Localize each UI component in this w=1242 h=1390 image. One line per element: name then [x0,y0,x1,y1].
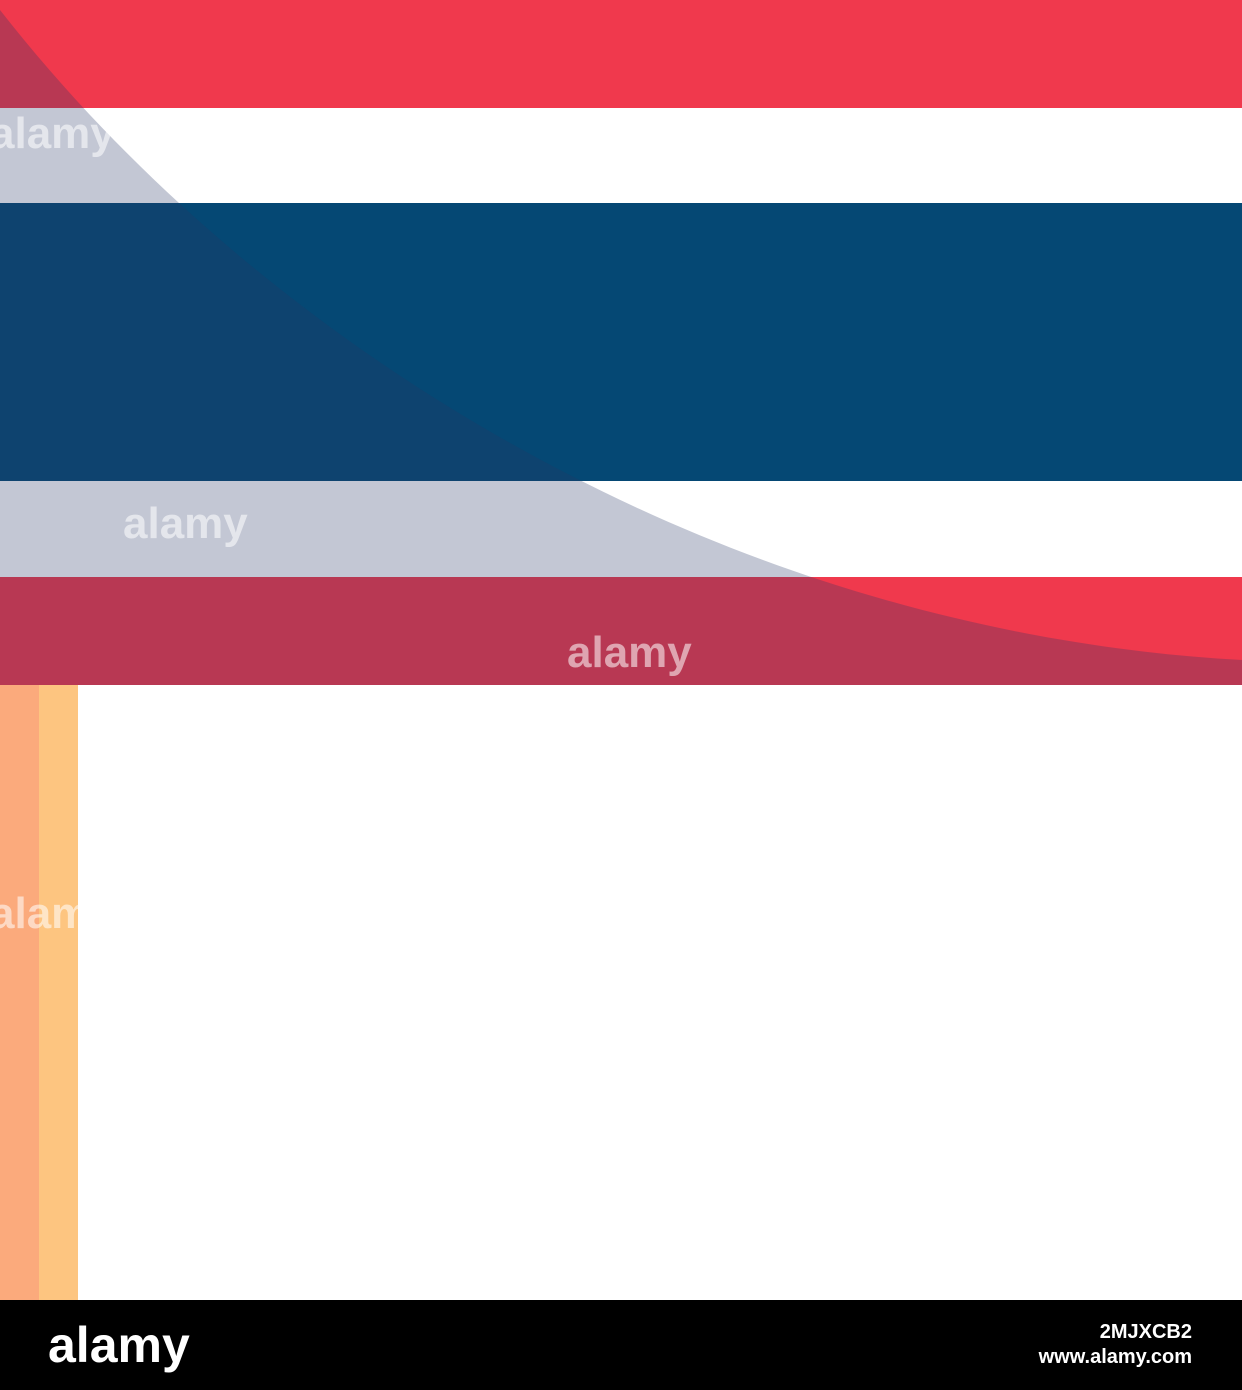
footer-url: www.alamy.com [1038,1346,1192,1368]
footer-bar [0,1300,1242,1390]
watermark: alamy [0,109,115,158]
flag-shade [0,10,1242,685]
watermarks: alamy alamy alamy alamy [0,109,692,938]
flag-stripe-white [0,481,1242,577]
watermark: alamy [0,889,115,938]
flag-stripe-blue [0,203,1242,481]
flag-stripe-red [0,0,1242,108]
pole-right [39,685,78,1300]
footer-logo: alamy [48,1317,190,1373]
flag-stripe-red [0,577,1242,685]
watermark: alamy [123,499,248,548]
pole-left [0,685,39,1300]
watermark: alamy [567,628,692,677]
flag-stripe-white [0,108,1242,203]
image-id: 2MJXCB2 [1100,1321,1192,1343]
